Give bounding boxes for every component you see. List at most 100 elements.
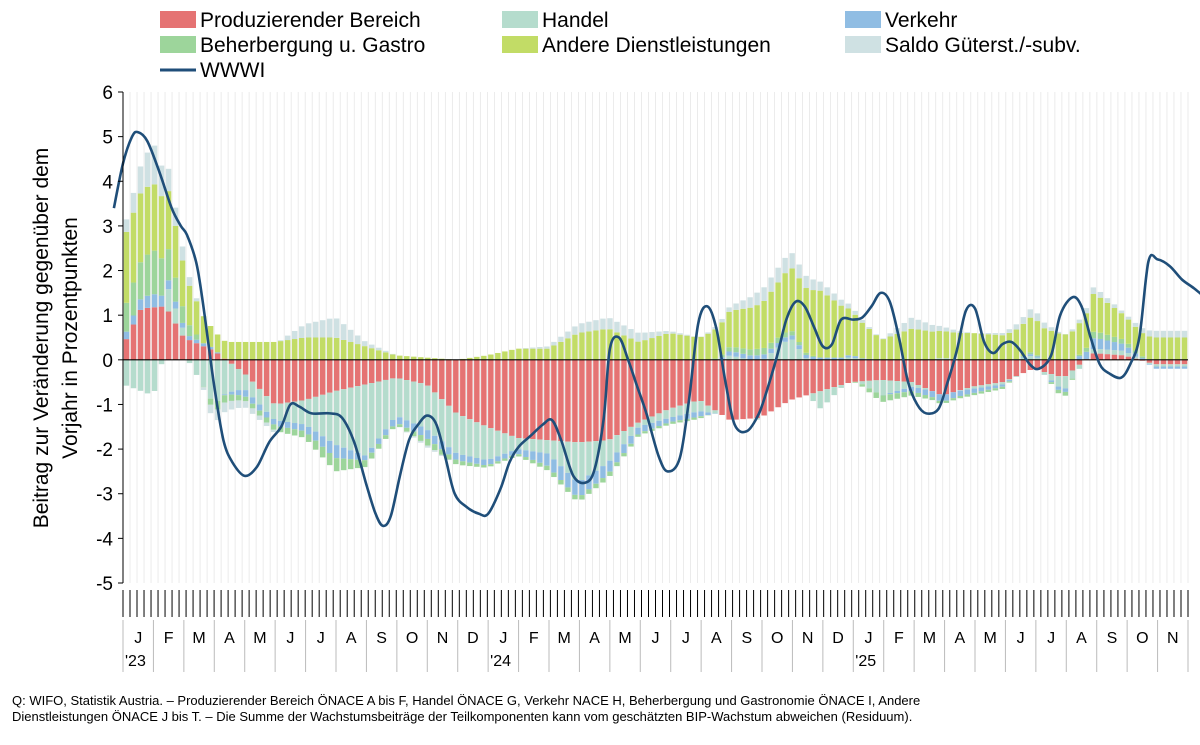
bar-segment-2	[929, 391, 935, 398]
bar-segment-2	[922, 389, 928, 396]
bar-segment-4	[551, 345, 557, 360]
bar-segment-3	[747, 349, 753, 356]
bar-segment-4	[235, 341, 242, 360]
bar-segment-1	[803, 358, 809, 360]
bar-segment-0	[439, 359, 445, 400]
bar-segment-0	[270, 359, 277, 404]
bar-segment-1	[1132, 356, 1139, 359]
bar-segment-2	[565, 472, 571, 488]
bar-segment-2	[1174, 366, 1181, 369]
bar-segment-4	[516, 348, 522, 360]
wwwi-line	[112, 130, 1200, 528]
bar-segment-3	[572, 494, 578, 500]
bar-segment-4	[803, 288, 809, 353]
bar-segment-3	[922, 395, 928, 399]
bar-segment-3	[221, 395, 228, 403]
bar-segment-1	[1153, 364, 1160, 367]
bar-segment-5	[1118, 310, 1125, 314]
x-month-label: J	[865, 630, 873, 647]
bar-segment-2	[298, 424, 305, 431]
legend-label: Saldo Güterst./-subv.	[885, 34, 1081, 57]
bar-segment-2	[1006, 380, 1013, 382]
bar-segment-1	[200, 359, 207, 387]
bar-segment-1	[845, 357, 851, 360]
bar-segment-2	[915, 388, 921, 393]
bar-segment-1	[326, 392, 333, 441]
bar-segment-0	[551, 359, 557, 441]
bar-segment-1	[1020, 357, 1027, 360]
bar-segment-1	[467, 419, 473, 457]
bar-segment-4	[1097, 297, 1104, 333]
bar-segment-3	[1048, 382, 1055, 384]
bar-segment-3	[565, 487, 571, 492]
bar-segment-0	[1097, 353, 1104, 360]
bar-segment-4	[376, 350, 382, 360]
bar-segment-3	[453, 459, 459, 465]
bar-segment-0	[530, 359, 536, 440]
bar-segment-5	[144, 152, 151, 187]
bar-segment-4	[838, 305, 844, 358]
bar-segment-2	[775, 343, 781, 348]
bar-segment-0	[235, 359, 242, 369]
bar-segment-1	[1055, 376, 1062, 387]
bar-segment-3	[249, 403, 256, 409]
bar-segment-1	[999, 382, 1006, 385]
bar-segment-1	[474, 422, 480, 458]
bar-segment-1	[460, 416, 466, 455]
bar-segment-0	[354, 359, 361, 387]
bar-segment-2	[263, 411, 270, 418]
bar-segment-2	[579, 480, 585, 496]
bar-segment-5	[151, 145, 158, 185]
y-tick-label: 5	[102, 128, 113, 149]
bar-segment-5	[1069, 329, 1076, 332]
x-month-label: M	[253, 630, 266, 647]
bar-segment-1	[228, 363, 235, 392]
bar-segment-4	[880, 339, 886, 360]
bar-segment-0	[999, 359, 1006, 383]
x-month-label: F	[894, 630, 904, 647]
bar-segment-5	[1146, 330, 1153, 337]
bar-segment-5	[165, 168, 172, 192]
bar-segment-2	[964, 389, 971, 395]
bar-segment-1	[936, 358, 942, 360]
bar-segment-2	[621, 444, 627, 454]
bar-segment-3	[607, 471, 613, 476]
bar-segment-5	[537, 347, 543, 349]
legend-swatch	[845, 36, 881, 53]
x-year-label: '25	[855, 653, 876, 670]
bar-segment-3	[242, 396, 249, 402]
bar-segment-3	[1125, 343, 1132, 348]
bar-segment-2	[796, 345, 802, 350]
bar-segment-0	[291, 359, 298, 402]
bar-segment-2	[530, 451, 536, 460]
bar-segment-2	[214, 352, 221, 354]
bar-segment-0	[1125, 356, 1132, 360]
bar-segment-4	[361, 346, 368, 360]
bar-segment-0	[130, 324, 137, 360]
bar-segment-4	[200, 316, 207, 344]
bar-segment-1	[319, 394, 326, 437]
bar-segment-4	[726, 311, 732, 348]
y-axis-label: Beitrag zur Veränderung gegenüber dem Vor…	[30, 148, 82, 529]
bar-segment-1	[130, 359, 137, 389]
y-axis-label-line: Beitrag zur Veränderung gegenüber dem	[30, 148, 53, 529]
y-tick-label: 2	[102, 262, 113, 283]
bar-segment-3	[978, 391, 985, 394]
bar-segment-2	[144, 295, 151, 308]
bar-segment-4	[698, 336, 704, 360]
bar-segment-5	[677, 333, 683, 335]
bar-segment-4	[873, 335, 879, 360]
bar-segment-5	[1139, 328, 1146, 334]
bar-segment-1	[1097, 349, 1104, 354]
bar-segment-4	[144, 186, 151, 255]
bar-segment-5	[565, 331, 571, 339]
bar-segment-1	[333, 390, 340, 446]
bar-segment-0	[137, 309, 144, 360]
bar-segment-2	[158, 295, 165, 307]
bar-segment-0	[488, 359, 494, 429]
legend-swatch	[160, 36, 196, 53]
bar-segment-0	[572, 359, 578, 443]
bar-segment-0	[558, 359, 564, 442]
bar-segment-0	[425, 359, 431, 386]
bar-segment-1	[901, 381, 907, 389]
